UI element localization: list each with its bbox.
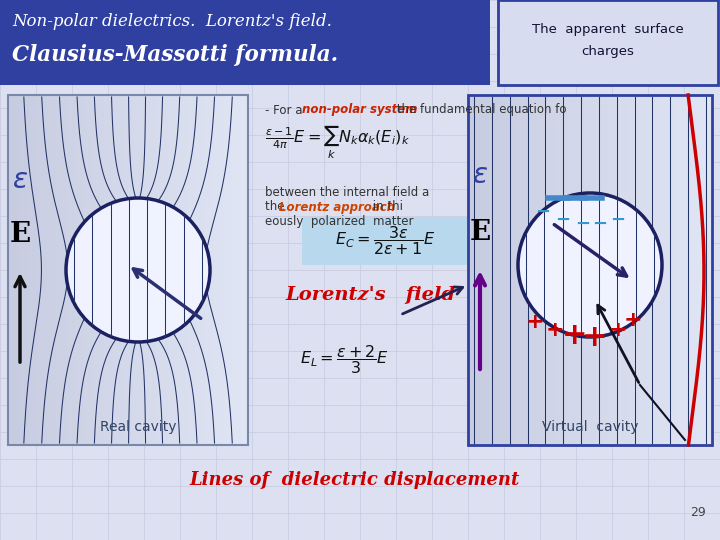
Text: Clausius-Massotti formula.: Clausius-Massotti formula. <box>12 44 338 66</box>
Text: −: − <box>575 215 590 233</box>
Text: $E_C = \dfrac{3\varepsilon}{2\varepsilon+1}E$: $E_C = \dfrac{3\varepsilon}{2\varepsilon… <box>335 225 436 258</box>
Text: Non-polar dielectrics.  Lorentz's field.: Non-polar dielectrics. Lorentz's field. <box>12 14 332 30</box>
Text: +: + <box>608 320 627 340</box>
Bar <box>0 0 490 85</box>
Circle shape <box>66 198 210 342</box>
Text: the fundamental equation fo: the fundamental equation fo <box>393 104 567 117</box>
Text: $\frac{\varepsilon-1}{4\pi}E = \sum_k N_k \alpha_k (E_i)_k$: $\frac{\varepsilon-1}{4\pi}E = \sum_k N_… <box>265 123 410 161</box>
Text: −: − <box>593 215 608 233</box>
Text: +: + <box>546 320 564 340</box>
Text: −: − <box>611 211 626 229</box>
Text: the: the <box>265 200 288 213</box>
Circle shape <box>518 193 662 337</box>
Text: +: + <box>526 312 544 332</box>
Text: eously  polarized  matter: eously polarized matter <box>265 215 413 228</box>
Bar <box>302 217 467 265</box>
Bar <box>468 95 712 445</box>
Text: E: E <box>469 219 490 246</box>
Text: −: − <box>555 211 570 229</box>
Text: Lorentz approach: Lorentz approach <box>279 200 395 213</box>
Text: $\varepsilon$: $\varepsilon$ <box>12 166 28 194</box>
Text: Real cavity: Real cavity <box>100 420 176 434</box>
Text: non-polar system: non-polar system <box>302 104 418 117</box>
Text: charges: charges <box>582 44 634 57</box>
Text: $\varepsilon$: $\varepsilon$ <box>472 161 488 189</box>
Text: The  apparent  surface: The apparent surface <box>532 24 684 37</box>
Text: Lorentz's   field: Lorentz's field <box>285 286 455 304</box>
Text: $E_L = \dfrac{\varepsilon+2}{3}E$: $E_L = \dfrac{\varepsilon+2}{3}E$ <box>300 343 389 376</box>
Text: 29: 29 <box>690 505 706 518</box>
Text: between the internal field a: between the internal field a <box>265 186 429 199</box>
Bar <box>8 95 248 445</box>
Text: +: + <box>624 310 642 330</box>
Text: in thi: in thi <box>369 200 403 213</box>
Text: −: − <box>536 203 551 221</box>
Text: +: + <box>562 321 588 349</box>
Bar <box>498 0 718 85</box>
Text: +: + <box>582 323 608 353</box>
Text: Lines of  dielectric displacement: Lines of dielectric displacement <box>190 471 520 489</box>
Text: E: E <box>9 221 30 248</box>
Text: - For a: - For a <box>265 104 306 117</box>
Text: Virtual  cavity: Virtual cavity <box>541 420 638 434</box>
